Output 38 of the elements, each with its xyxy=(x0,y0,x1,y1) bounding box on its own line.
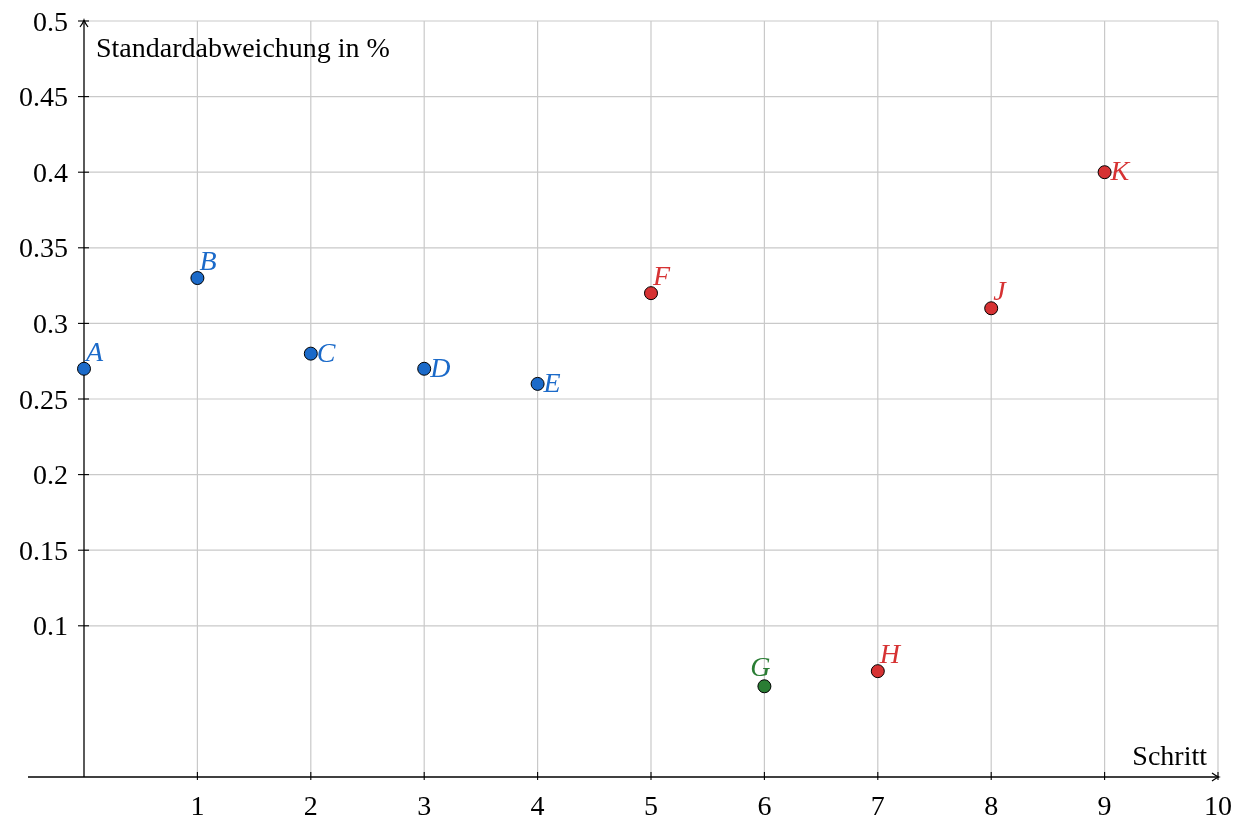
y-tick-label: 0.1 xyxy=(33,610,68,642)
annotation: G xyxy=(750,651,771,683)
y-tick-label: 0.3 xyxy=(33,307,68,339)
y-tick-label: 0.5 xyxy=(33,5,68,37)
point xyxy=(644,286,658,301)
x-tick-label: 9 xyxy=(1097,790,1112,821)
y-tick-label: 0.25 xyxy=(19,383,68,415)
annotation: D xyxy=(429,351,451,383)
point xyxy=(190,271,205,286)
point xyxy=(303,346,318,361)
x-tick-label: 2 xyxy=(303,790,318,821)
x-tick-label: 10 xyxy=(1204,790,1232,821)
x-tick-label: 7 xyxy=(870,790,885,821)
point xyxy=(77,361,91,376)
annotation: F xyxy=(652,260,671,292)
y-axis-title: Standardabweichung in % xyxy=(96,32,390,63)
x-tick-label: 8 xyxy=(984,790,999,821)
annotation: A xyxy=(84,335,104,367)
annotation: H xyxy=(878,638,902,670)
point xyxy=(757,679,772,694)
annotation: C xyxy=(316,336,336,368)
x-tick-label: 6 xyxy=(757,790,772,821)
x-tick-label: 5 xyxy=(644,790,658,821)
x-tick-label: 4 xyxy=(530,790,545,821)
y-tick-label: 0.4 xyxy=(33,156,68,188)
y-tick-label: 0.2 xyxy=(33,459,68,491)
y-tick-label: 0.15 xyxy=(19,534,68,566)
x-tick-label: 3 xyxy=(417,790,432,821)
annotation: K xyxy=(1109,155,1131,187)
annotation: B xyxy=(199,245,217,277)
point xyxy=(984,301,999,316)
x-tick-label: 1 xyxy=(190,790,205,821)
point xyxy=(870,664,885,679)
annotation: E xyxy=(542,366,561,398)
x-axis-title: Schritt xyxy=(1132,740,1208,771)
annotation: J xyxy=(993,275,1008,307)
y-tick-label: 0.35 xyxy=(19,232,68,264)
y-tick-label: 0.45 xyxy=(19,81,68,113)
